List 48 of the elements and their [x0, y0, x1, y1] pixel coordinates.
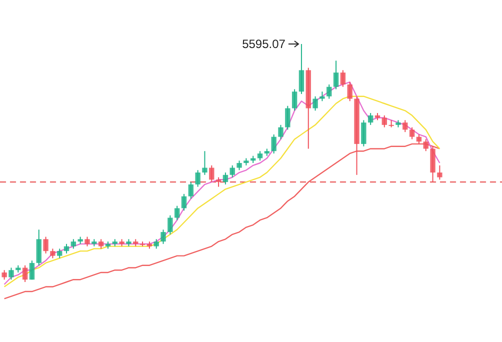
candlestick	[188, 182, 194, 200]
candlestick	[278, 124, 284, 140]
candlestick	[2, 270, 7, 280]
candlestick	[312, 96, 318, 112]
candlestick	[57, 248, 62, 259]
candlestick	[84, 236, 90, 247]
candlestick	[154, 238, 159, 250]
candlestick	[181, 193, 187, 212]
candlestick	[36, 229, 42, 266]
candlestick	[209, 164, 214, 183]
candlestick	[64, 243, 70, 254]
candlestick	[361, 120, 366, 147]
candlestick	[423, 138, 428, 152]
candlestick	[271, 134, 276, 154]
candlestick	[340, 70, 346, 88]
candlestick	[50, 248, 56, 259]
candlestick	[70, 238, 76, 250]
candlestick	[216, 176, 222, 188]
candlestick	[333, 60, 339, 90]
candlestick	[368, 112, 374, 126]
candlestick	[320, 91, 325, 102]
candlestick	[29, 260, 35, 280]
candlestick	[326, 84, 332, 100]
candlestick	[43, 236, 48, 254]
candlestick	[160, 229, 166, 244]
candlestick	[195, 170, 200, 188]
candlestick	[382, 114, 387, 128]
candlestick	[437, 164, 442, 180]
candlestick	[22, 264, 28, 282]
candlestick	[298, 44, 304, 94]
candlestick	[388, 120, 394, 128]
candlestick	[292, 88, 298, 112]
candlestick	[257, 150, 263, 162]
candlestick	[409, 126, 415, 140]
candlestick	[347, 82, 352, 102]
candlestick	[430, 146, 436, 183]
candlestick	[230, 164, 235, 178]
candlestick	[416, 134, 422, 144]
candlestick	[222, 172, 228, 185]
candlestick	[236, 160, 242, 171]
candlestick	[402, 120, 408, 133]
candlestick	[174, 205, 180, 221]
candlestick	[202, 150, 208, 176]
annotation: 5595.07	[242, 37, 286, 51]
candlestick	[168, 214, 173, 235]
candlestick	[8, 267, 14, 280]
candlestick	[98, 238, 104, 250]
candlestick	[285, 105, 290, 130]
